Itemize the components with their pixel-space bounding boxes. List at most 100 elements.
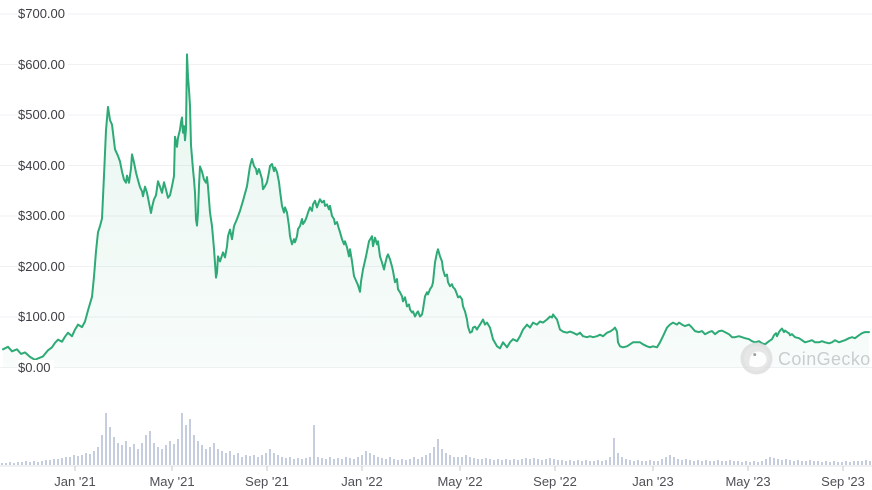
volume-bar — [233, 455, 235, 465]
volume-bar — [685, 459, 687, 465]
price-area-fill — [3, 54, 869, 368]
x-axis-label: May '23 — [725, 474, 771, 489]
volume-bar — [81, 455, 83, 465]
volume-bar — [781, 460, 783, 465]
volume-bar — [153, 443, 155, 465]
volume-bar — [333, 459, 335, 465]
volume-bar — [69, 457, 71, 465]
volume-bar — [477, 459, 479, 465]
volume-bar — [529, 459, 531, 465]
volume-bar — [597, 460, 599, 465]
volume-bar — [49, 460, 51, 465]
volume-bar — [677, 459, 679, 465]
volume-bar — [105, 413, 107, 465]
volume-bar — [805, 461, 807, 465]
volume-bar — [181, 413, 183, 465]
volume-bar — [649, 460, 651, 465]
volume-bar — [413, 457, 415, 465]
volume-bar — [409, 459, 411, 465]
volume-bar — [801, 461, 803, 465]
volume-bar — [209, 447, 211, 465]
volume-bar — [329, 457, 331, 465]
volume-bar — [221, 451, 223, 465]
volume-bar — [281, 457, 283, 465]
volume-bar — [301, 459, 303, 465]
volume-bar — [173, 444, 175, 465]
volume-bar — [789, 460, 791, 465]
volume-bar — [557, 460, 559, 465]
volume-bar — [129, 447, 131, 465]
volume-bar — [701, 461, 703, 465]
volume-bar — [569, 460, 571, 465]
volume-bar — [733, 461, 735, 465]
volume-bar — [109, 427, 111, 465]
volume-bar — [61, 458, 63, 465]
volume-bar — [653, 461, 655, 465]
volume-bar — [817, 461, 819, 465]
volume-bar — [169, 441, 171, 465]
volume-bar — [517, 460, 519, 465]
volume-bar — [417, 459, 419, 465]
volume-bar — [17, 462, 19, 465]
volume-bar — [161, 449, 163, 465]
volume-bar — [345, 457, 347, 465]
volume-bar — [341, 459, 343, 465]
volume-bar — [229, 451, 231, 465]
volume-bar — [141, 443, 143, 465]
volume-bar — [605, 460, 607, 465]
volume-bar — [613, 438, 615, 465]
volume-bar — [437, 439, 439, 465]
volume-bar — [461, 457, 463, 465]
volume-bar — [21, 462, 23, 465]
volume-bar — [573, 461, 575, 465]
volume-bar — [337, 458, 339, 465]
x-axis-label: Jan '21 — [54, 474, 96, 489]
volume-bar — [541, 460, 543, 465]
volume-bar — [157, 447, 159, 465]
volume-bar — [869, 461, 871, 465]
volume-bar — [657, 461, 659, 465]
volume-bar — [205, 449, 207, 465]
volume-bar — [9, 462, 11, 465]
volume-bar — [545, 459, 547, 465]
volume-bar — [189, 419, 191, 465]
price-line-series — [2, 53, 870, 361]
volume-bar — [393, 459, 395, 465]
x-axis-label: Jan '22 — [341, 474, 383, 489]
volume-bar — [369, 453, 371, 465]
volume-bar — [357, 457, 359, 465]
y-axis-label: $600.00 — [18, 56, 68, 73]
volume-bar — [293, 459, 295, 465]
volume-bar — [865, 460, 867, 465]
y-axis-label: $100.00 — [18, 309, 68, 325]
volume-bar — [37, 462, 39, 465]
volume-bar — [245, 455, 247, 465]
volume-bars — [1, 413, 871, 465]
volume-bar — [741, 462, 743, 465]
volume-bar — [493, 460, 495, 465]
volume-bar — [853, 461, 855, 465]
volume-bar — [697, 460, 699, 465]
volume-bar — [97, 447, 99, 465]
volume-bar — [401, 459, 403, 465]
volume-bar — [89, 454, 91, 465]
volume-bar — [837, 462, 839, 465]
volume-bar — [625, 459, 627, 465]
volume-bar — [453, 457, 455, 465]
volume-bar — [757, 462, 759, 465]
volume-bar — [265, 453, 267, 465]
volume-bar — [849, 462, 851, 465]
volume-bar — [113, 437, 115, 465]
volume-bar — [73, 455, 75, 465]
volume-bar — [765, 459, 767, 465]
y-axis-label: $400.00 — [18, 157, 68, 174]
volume-bar — [833, 461, 835, 465]
volume-bar — [201, 445, 203, 465]
volume-bar — [225, 453, 227, 465]
volume-bar — [249, 456, 251, 465]
volume-bar — [553, 459, 555, 465]
volume-bar — [289, 457, 291, 465]
volume-bar — [861, 461, 863, 465]
volume-bar — [465, 455, 467, 465]
